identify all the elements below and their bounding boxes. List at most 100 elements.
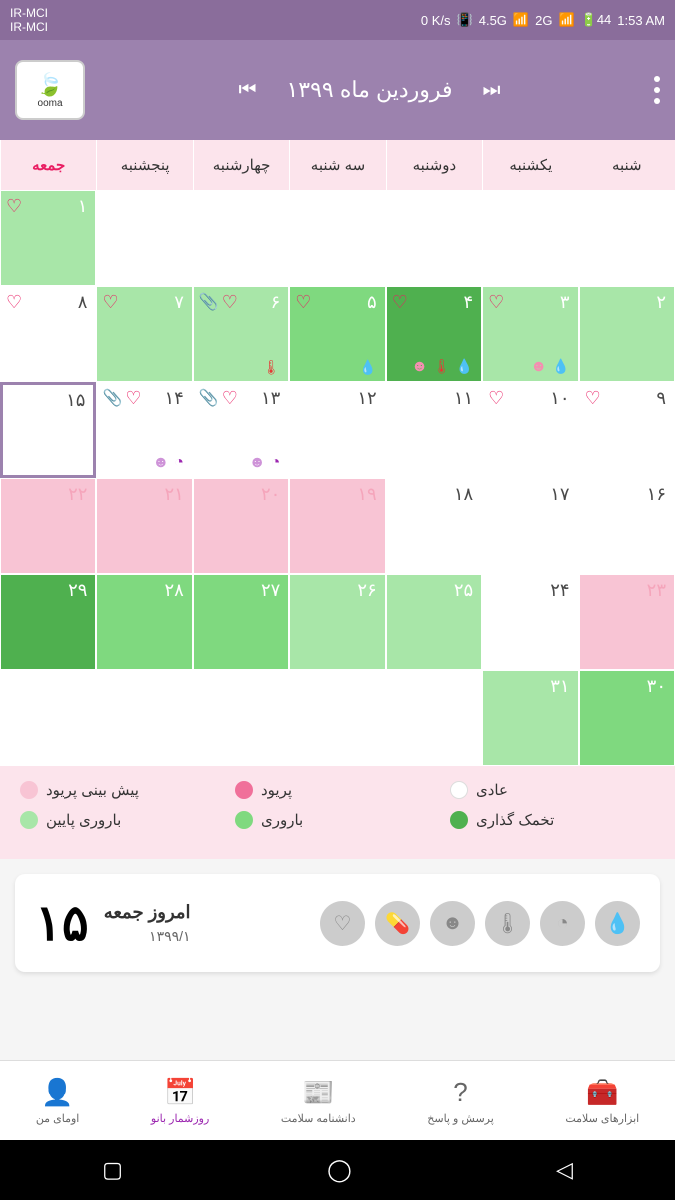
weekday-label: جمعه xyxy=(0,140,96,190)
calendar-day[interactable]: ۱۵ xyxy=(0,382,96,478)
header: ⏭ فروردین ماه ۱۳۹۹ ⏮ 🍃 ooma xyxy=(0,40,675,140)
calendar-day[interactable]: ۷♡ xyxy=(96,286,192,382)
net-2: 2G xyxy=(535,13,552,28)
next-month-button[interactable]: ⏭ xyxy=(483,79,501,102)
calendar-day[interactable] xyxy=(579,190,675,286)
calendar-day[interactable]: ۲۹ xyxy=(0,574,96,670)
calendar-day[interactable] xyxy=(289,190,385,286)
nav-item-پرسش-و-پاسخ[interactable]: ?پرسش و پاسخ xyxy=(427,1077,494,1125)
smile-tracker-button[interactable]: ☻ xyxy=(430,901,475,946)
day-number: ۱۱ xyxy=(454,388,473,409)
nav-item-اومای-من[interactable]: 👤اومای من xyxy=(36,1077,80,1125)
mood-icon: ☻ xyxy=(152,454,169,472)
calendar-day[interactable]: ۲۱ xyxy=(96,478,192,574)
calendar-day[interactable] xyxy=(289,670,385,766)
pill-tracker-button[interactable]: 💊 xyxy=(375,901,420,946)
calendar-day[interactable]: ۲۴ xyxy=(482,574,578,670)
calendar-day[interactable]: ۱♡ xyxy=(0,190,96,286)
calendar-day[interactable]: ۳۱ xyxy=(482,670,578,766)
mood-icon: ☻ xyxy=(530,358,547,376)
legend-label: عادی xyxy=(476,781,508,799)
nav-icon: ? xyxy=(453,1077,467,1108)
calendar-day[interactable]: ۲ xyxy=(579,286,675,382)
calendar-day[interactable]: ۲۳ xyxy=(579,574,675,670)
calendar-day[interactable]: ۱۷ xyxy=(482,478,578,574)
legend-dot xyxy=(235,811,253,829)
calendar-day[interactable]: ۱۶ xyxy=(579,478,675,574)
day-number: ۲۸ xyxy=(165,580,184,601)
calendar-day[interactable]: ۱۸ xyxy=(386,478,482,574)
drop-tracker-button[interactable]: 💧 xyxy=(595,901,640,946)
heart-icon: ♡ xyxy=(125,388,141,409)
calendar-day[interactable] xyxy=(96,190,192,286)
menu-button[interactable] xyxy=(654,76,660,104)
android-recent-button[interactable]: ▢ xyxy=(102,1157,123,1183)
android-back-button[interactable]: ◁ xyxy=(556,1157,573,1183)
weekday-label: چهارشنبه xyxy=(193,140,289,190)
weekday-label: دوشنبه xyxy=(386,140,482,190)
clip-icon: 📎 xyxy=(199,388,219,409)
android-nav-bar: ▢ ◯ ◁ xyxy=(0,1140,675,1200)
calendar-grid: ۱♡۲۳♡💧☻۴♡💧🌡☻۵♡💧۶♡📎🌡۷♡۸♡۹♡۱۰♡۱۱۱۲۱۳♡📎◔☻۱۴… xyxy=(0,190,675,766)
day-number: ۸ xyxy=(78,292,88,313)
day-number: ۳۰ xyxy=(647,676,666,697)
calendar-day[interactable] xyxy=(96,670,192,766)
calendar-day[interactable]: ۱۲ xyxy=(289,382,385,478)
calendar-day[interactable] xyxy=(193,670,289,766)
heart-tracker-button[interactable]: ♡ xyxy=(320,901,365,946)
calendar-day[interactable] xyxy=(193,190,289,286)
calendar-day[interactable]: ۴♡💧🌡☻ xyxy=(386,286,482,382)
day-number: ۲۰ xyxy=(261,484,280,505)
heart-icon: ♡ xyxy=(6,196,22,217)
calendar-day[interactable]: ۹♡ xyxy=(579,382,675,478)
day-number: ۳۱ xyxy=(550,676,569,697)
day-number: ۴ xyxy=(463,292,473,313)
calendar-day[interactable]: ۱۱ xyxy=(386,382,482,478)
day-number: ۱۹ xyxy=(357,484,376,505)
signal-1: 📶 xyxy=(513,12,529,28)
today-card[interactable]: ♡💊☻🌡◔💧 امروز جمعه ۱۳۹۹/۱ ۱۵ xyxy=(15,874,660,972)
calendar-day[interactable] xyxy=(0,670,96,766)
legend-label: پریود xyxy=(261,781,292,799)
app-logo[interactable]: 🍃 ooma xyxy=(15,60,85,120)
calendar-day[interactable]: ۲۷ xyxy=(193,574,289,670)
calendar-day[interactable]: ۱۳♡📎◔☻ xyxy=(193,382,289,478)
calendar-day[interactable]: ۳♡💧☻ xyxy=(482,286,578,382)
calendar-day[interactable]: ۲۵ xyxy=(386,574,482,670)
calendar-day[interactable]: ۱۰♡ xyxy=(482,382,578,478)
calendar-day[interactable]: ۲۶ xyxy=(289,574,385,670)
nav-label: روزشمار بانو xyxy=(151,1112,209,1125)
drop-icon: 💧 xyxy=(359,359,376,376)
calendar-day[interactable]: ۳۰ xyxy=(579,670,675,766)
day-number: ۲۷ xyxy=(261,580,280,601)
carrier-2: IR-MCI xyxy=(10,20,48,34)
day-number: ۲۱ xyxy=(165,484,184,505)
today-title: امروز جمعه xyxy=(104,902,191,923)
nav-item-ابزارهای-سلامت[interactable]: 🧰ابزارهای سلامت xyxy=(565,1077,639,1125)
heart-icon: ♡ xyxy=(392,292,408,313)
calendar-day[interactable] xyxy=(386,190,482,286)
nav-label: ابزارهای سلامت xyxy=(565,1112,639,1125)
heart-icon: ♡ xyxy=(488,388,504,409)
calendar-day[interactable]: ۱۹ xyxy=(289,478,385,574)
calendar-day[interactable]: ۱۴♡📎◔☻ xyxy=(96,382,192,478)
calendar-day[interactable] xyxy=(482,190,578,286)
calendar-day[interactable]: ۶♡📎🌡 xyxy=(193,286,289,382)
day-number: ۱ xyxy=(78,196,88,217)
calendar-day[interactable]: ۸♡ xyxy=(0,286,96,382)
nav-item-روزشمار-بانو[interactable]: 📅روزشمار بانو xyxy=(151,1077,209,1125)
calendar-day[interactable]: ۲۸ xyxy=(96,574,192,670)
android-home-button[interactable]: ◯ xyxy=(327,1157,352,1183)
clip-icon: 📎 xyxy=(199,292,219,313)
calendar-day[interactable]: ۵♡💧 xyxy=(289,286,385,382)
calendar-day[interactable]: ۲۰ xyxy=(193,478,289,574)
calendar-day[interactable]: ۲۲ xyxy=(0,478,96,574)
temp-tracker-button[interactable]: 🌡 xyxy=(485,901,530,946)
prev-month-button[interactable]: ⏮ xyxy=(238,79,256,102)
day-number: ۱۳ xyxy=(261,388,280,409)
legend-dot xyxy=(450,781,468,799)
gauge-tracker-button[interactable]: ◔ xyxy=(540,901,585,946)
time: 1:53 AM xyxy=(617,13,665,28)
nav-item-دانشنامه-سلامت[interactable]: 📰دانشنامه سلامت xyxy=(281,1077,356,1125)
calendar-day[interactable] xyxy=(386,670,482,766)
